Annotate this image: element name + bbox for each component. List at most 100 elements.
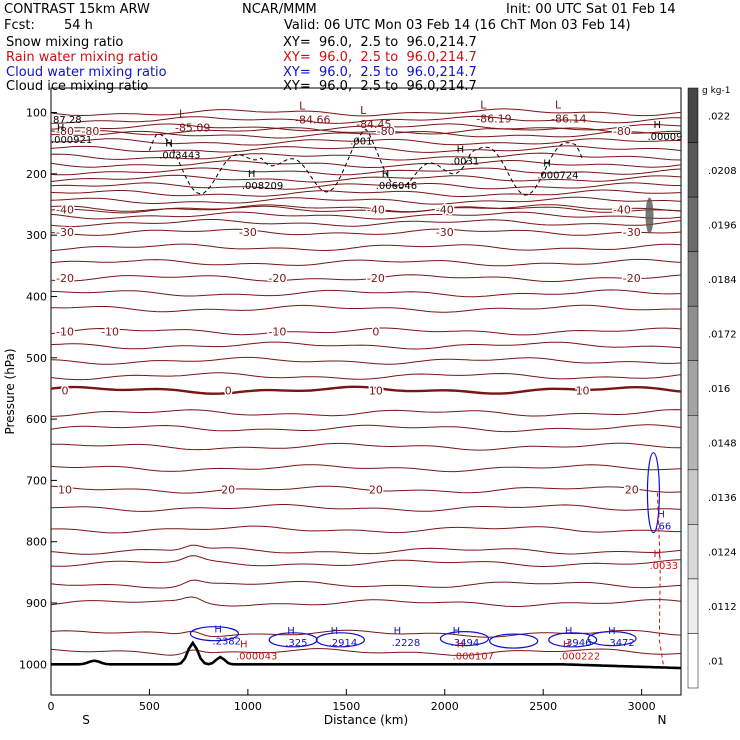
colorbar-label: .0172: [708, 329, 737, 340]
ice-maximum-value: .00009: [647, 132, 682, 143]
temperature-contour: [50, 304, 682, 313]
field-snow-xy: XY= 96.0, 2.5 to 96.0,214.7: [283, 35, 477, 50]
y-tick-label: 1000: [19, 658, 47, 671]
cloud-water-maximum-value: .3494: [451, 638, 480, 649]
ice-maximum-marker: H: [57, 123, 65, 134]
cloud-water-maximum-marker: H: [331, 626, 339, 637]
field-cloud-ice-xy: XY= 96.0, 2.5 to 96.0,214.7: [283, 79, 477, 94]
cloud-water-contour: [646, 452, 661, 534]
isotherm-label: -30: [56, 226, 74, 239]
rain-maximum-value: .0033: [649, 561, 678, 572]
isotherm-label: -20: [56, 272, 74, 285]
minimum-value: -84.45: [356, 118, 391, 131]
isotherm-label: 20: [221, 484, 235, 497]
cloud-water-maximum-marker: H: [453, 626, 461, 637]
ice-maximum-marker: H: [248, 169, 256, 180]
x-tick-label: 1000: [234, 700, 262, 713]
ice-maximum-marker: H: [543, 159, 551, 170]
temperature-contour: [50, 174, 682, 183]
field-cloud-water-xy: XY= 96.0, 2.5 to 96.0,214.7: [283, 65, 477, 80]
minimum-marker: L: [299, 100, 306, 113]
colorbar-label: .0136: [708, 493, 737, 504]
cloud-water-maximum-value: .2382: [212, 637, 241, 648]
y-tick-label: 400: [26, 290, 47, 303]
isotherm-line: [50, 327, 682, 336]
rain-maximum-marker: H: [653, 549, 661, 560]
temperature-contour: [50, 145, 682, 153]
temperature-contour: [50, 243, 682, 252]
temperature-contour: [50, 442, 681, 451]
colorbar-segment: [687, 415, 699, 471]
colorbar-label: .016: [708, 384, 730, 395]
x-tick-label: 2000: [431, 700, 459, 713]
temperature-contour: [50, 189, 682, 197]
isotherm-label: -80: [613, 125, 631, 138]
isotherm-label: -40: [613, 203, 631, 216]
isotherm-label: -40: [56, 203, 74, 216]
isotherm-label: -10: [101, 325, 119, 338]
field-cloud-ice-name: Cloud ice mixing ratio: [6, 79, 149, 94]
endpoint-left: S: [82, 713, 90, 727]
isotherm-line: [50, 228, 682, 236]
isotherm-label: 10: [58, 484, 72, 497]
colorbar-label: .01: [708, 657, 724, 668]
y-tick-label: 300: [26, 229, 47, 242]
temperature-contour: [50, 356, 682, 365]
colorbar-segment: [687, 524, 699, 580]
model-title: CONTRAST 15km ARW: [4, 2, 150, 17]
minimum-marker: L: [555, 98, 562, 111]
temperature-contour: [50, 123, 682, 132]
isotherm-label: -30: [239, 226, 257, 239]
x-tick-label: 500: [139, 700, 160, 713]
colorbar-label: .0208: [708, 166, 737, 177]
minimum-marker: L: [179, 108, 186, 121]
rain-maximum-marker: H: [457, 639, 465, 650]
isotherm-label: 0: [372, 325, 379, 338]
init-time: Init: 00 UTC Sat 01 Feb 14: [506, 2, 676, 17]
cloud-water-maximum-marker: H: [608, 626, 616, 637]
temperature-contour: [50, 108, 682, 117]
field-snow-name: Snow mixing ratio: [6, 35, 124, 50]
cloud-water-contour: [548, 632, 598, 648]
cloud-water-maximum-marker: H: [657, 509, 665, 520]
valid-time: Valid: 06 UTC Mon 03 Feb 14 (16 ChT Mon …: [284, 18, 631, 33]
isotherm-label: 10: [576, 384, 590, 397]
y-axis-label: Pressure (hPa): [3, 348, 17, 434]
ice-maximum-value: .006046: [376, 181, 417, 192]
ice-maximum-marker: H: [165, 138, 173, 149]
forecast-label: Fcst:: [4, 18, 35, 33]
cloud-water-maximum-value: .3472: [606, 638, 635, 649]
minimum-value: -84.66: [295, 114, 330, 127]
colorbar-segment: [687, 633, 699, 689]
colorbar-segment: [687, 142, 699, 198]
field-rain-name: Rain water mixing ratio: [6, 50, 159, 65]
colorbar-segment: [687, 469, 699, 525]
temperature-contour: [50, 544, 682, 555]
temperature-contour: [50, 152, 682, 161]
minimum-value: -86.19: [476, 112, 511, 125]
cloud-water-maximum-value: .2914: [329, 638, 358, 649]
endpoint-right: N: [658, 713, 667, 727]
isotherm-label: -80: [81, 125, 99, 138]
cloud-water-maximum-value: .3946: [563, 638, 592, 649]
isotherm-line: [50, 385, 682, 395]
cloud-water-maximum-marker: H: [287, 626, 295, 637]
cloud-water-maximum-marker: H: [565, 626, 573, 637]
minimum-value: -86.14: [551, 112, 586, 125]
temperature-contour: [50, 219, 682, 228]
temperature-contour: [50, 464, 682, 473]
colorbar-segment: [687, 87, 699, 143]
field-rain-xy: XY= 96.0, 2.5 to 96.0,214.7: [283, 50, 477, 65]
y-tick-label: 700: [26, 474, 47, 487]
temperature-contour: [50, 648, 682, 656]
cloud-water-contour: [587, 630, 637, 647]
x-tick-label: 1500: [332, 700, 360, 713]
ice-maximum-value: .000724: [537, 171, 578, 182]
ice-maximum-marker: H: [382, 169, 390, 180]
temperature-contour: [50, 341, 682, 350]
temperature-contour: [50, 289, 682, 298]
isotherm-line: [50, 579, 682, 589]
isotherm-label: -40: [436, 203, 454, 216]
temperature-contour: [50, 167, 682, 176]
